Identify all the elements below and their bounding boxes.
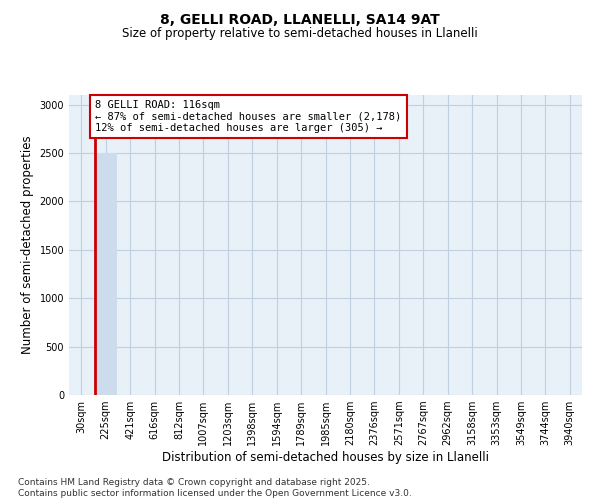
Text: 8, GELLI ROAD, LLANELLI, SA14 9AT: 8, GELLI ROAD, LLANELLI, SA14 9AT bbox=[160, 12, 440, 26]
Text: Contains HM Land Registry data © Crown copyright and database right 2025.
Contai: Contains HM Land Registry data © Crown c… bbox=[18, 478, 412, 498]
Text: 8 GELLI ROAD: 116sqm
← 87% of semi-detached houses are smaller (2,178)
12% of se: 8 GELLI ROAD: 116sqm ← 87% of semi-detac… bbox=[95, 100, 401, 133]
X-axis label: Distribution of semi-detached houses by size in Llanelli: Distribution of semi-detached houses by … bbox=[162, 451, 489, 464]
Bar bbox=[95, 153, 116, 395]
Text: Size of property relative to semi-detached houses in Llanelli: Size of property relative to semi-detach… bbox=[122, 28, 478, 40]
Y-axis label: Number of semi-detached properties: Number of semi-detached properties bbox=[21, 136, 34, 354]
